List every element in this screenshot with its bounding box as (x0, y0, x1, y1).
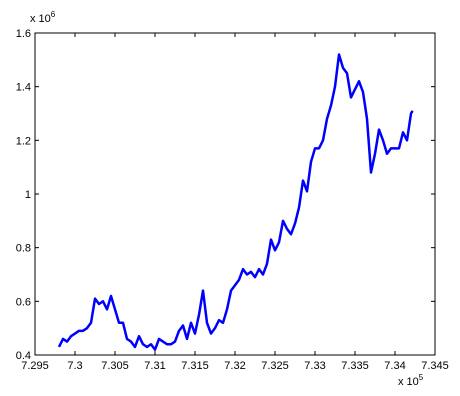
x-tick-label: 7.305 (101, 360, 129, 372)
data-line (57, 53, 414, 351)
x-multiplier-base: x 10 (398, 376, 419, 388)
x-tick-label: 7.335 (341, 360, 369, 372)
x-tick-label: 7.33 (304, 360, 325, 372)
x-tick-label: 7.3 (67, 360, 82, 372)
x-tick-label: 7.32 (224, 360, 245, 372)
y-tick-label: 1.2 (16, 135, 31, 147)
x-tick-label: 7.315 (181, 360, 209, 372)
y-tick-label: 1.6 (16, 28, 31, 40)
plot-box (34, 32, 436, 356)
x-tick-label: 7.345 (421, 360, 449, 372)
y-multiplier-exp: 6 (51, 10, 56, 19)
x-tick-label: 7.325 (261, 360, 289, 372)
y-tick-label: 0.6 (16, 296, 31, 308)
x-multiplier-exp: 5 (419, 373, 424, 382)
y-tick-label: 0.8 (16, 243, 31, 255)
y-multiplier-base: x 10 (30, 13, 51, 25)
x-tick-label: 7.34 (384, 360, 405, 372)
x-tick-label: 7.31 (144, 360, 165, 372)
x-tick-label: 7.295 (21, 360, 49, 372)
y-tick-label: 0.4 (16, 350, 31, 362)
y-tick-label: 1.4 (16, 82, 31, 94)
x-multiplier: x 105 (398, 373, 424, 388)
y-multiplier: x 106 (30, 10, 56, 25)
y-tick-label: 1 (25, 189, 31, 201)
